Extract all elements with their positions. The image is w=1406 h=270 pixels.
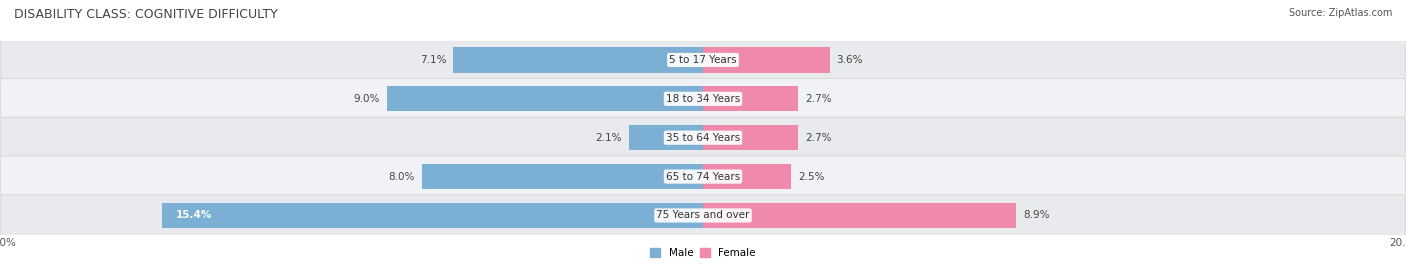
Legend: Male, Female: Male, Female bbox=[645, 244, 761, 262]
Bar bbox=[703, 203, 1015, 228]
FancyBboxPatch shape bbox=[1, 78, 1406, 119]
Bar bbox=[454, 47, 703, 73]
Text: 9.0%: 9.0% bbox=[353, 94, 380, 104]
Text: 75 Years and over: 75 Years and over bbox=[657, 210, 749, 221]
Bar bbox=[703, 47, 830, 73]
Text: 7.1%: 7.1% bbox=[420, 55, 447, 65]
Bar bbox=[703, 86, 799, 112]
FancyBboxPatch shape bbox=[1, 39, 1406, 80]
Text: 8.0%: 8.0% bbox=[388, 171, 415, 182]
Bar bbox=[630, 125, 703, 150]
Text: 3.6%: 3.6% bbox=[837, 55, 863, 65]
FancyBboxPatch shape bbox=[1, 195, 1406, 236]
Text: 35 to 64 Years: 35 to 64 Years bbox=[666, 133, 740, 143]
Text: 8.9%: 8.9% bbox=[1024, 210, 1049, 221]
FancyBboxPatch shape bbox=[1, 156, 1406, 197]
Bar bbox=[387, 86, 703, 112]
Text: 5 to 17 Years: 5 to 17 Years bbox=[669, 55, 737, 65]
Text: 15.4%: 15.4% bbox=[176, 210, 212, 221]
Bar bbox=[703, 125, 799, 150]
Text: 65 to 74 Years: 65 to 74 Years bbox=[666, 171, 740, 182]
Bar bbox=[703, 164, 790, 189]
Bar bbox=[162, 203, 703, 228]
FancyBboxPatch shape bbox=[1, 117, 1406, 158]
Text: 2.1%: 2.1% bbox=[596, 133, 621, 143]
Text: 2.7%: 2.7% bbox=[804, 94, 831, 104]
Text: DISABILITY CLASS: COGNITIVE DIFFICULTY: DISABILITY CLASS: COGNITIVE DIFFICULTY bbox=[14, 8, 278, 21]
Text: 2.5%: 2.5% bbox=[799, 171, 824, 182]
Bar bbox=[422, 164, 703, 189]
Text: 18 to 34 Years: 18 to 34 Years bbox=[666, 94, 740, 104]
Text: Source: ZipAtlas.com: Source: ZipAtlas.com bbox=[1288, 8, 1392, 18]
Text: 2.7%: 2.7% bbox=[804, 133, 831, 143]
